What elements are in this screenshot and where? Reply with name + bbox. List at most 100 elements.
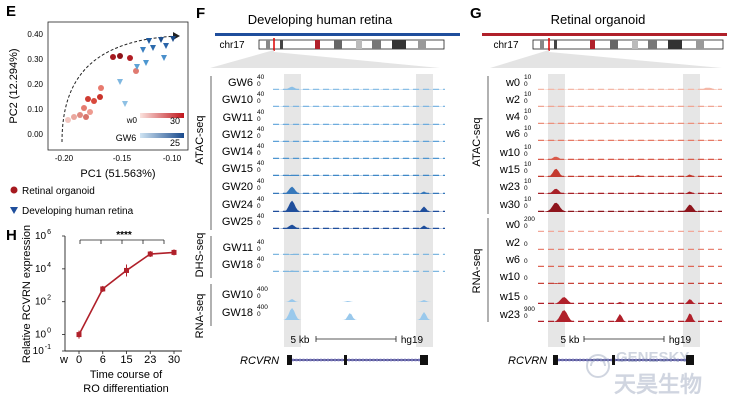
panel-f-scale: 5 kb hg19	[291, 335, 424, 346]
band	[648, 40, 657, 49]
panel-label-f: F	[196, 5, 205, 22]
track-signal	[273, 299, 445, 302]
panel-f-title: Developing human retina	[248, 12, 393, 27]
band	[334, 40, 342, 49]
track-scale-bottom: 0	[524, 258, 528, 265]
track-scale-bottom: 0	[524, 241, 528, 248]
track: GW20 400	[222, 178, 445, 194]
band	[266, 40, 270, 49]
retina-point	[161, 55, 167, 61]
band	[418, 40, 426, 49]
track-scale-bottom: 0	[524, 295, 528, 302]
track-label: GW18	[222, 259, 253, 271]
track-label: w2	[505, 94, 520, 106]
track-scale-top: 40	[257, 74, 265, 81]
track-signal	[273, 253, 445, 255]
h-x-tick-label: 6	[100, 354, 106, 366]
band	[392, 40, 406, 49]
track-scale-bottom: 0	[524, 185, 528, 192]
track-label: GW11	[223, 242, 253, 254]
y-tick-4: 0.40	[27, 30, 43, 39]
track-scale-top: 10	[524, 74, 532, 81]
band	[696, 40, 704, 49]
track: GW24 400	[222, 196, 445, 212]
retina-point	[143, 60, 149, 66]
h-data-point	[76, 332, 82, 338]
band	[554, 40, 557, 49]
h-y-tick-label: 100	[35, 328, 51, 341]
panel-g-gene-label: RCVRN	[508, 355, 547, 367]
colorbar-blue-high: 25	[170, 138, 180, 148]
track-label: GW18	[222, 307, 253, 319]
y-tick-0: 0.00	[27, 130, 43, 139]
colorbar-red	[140, 113, 184, 118]
track-label: GW11	[223, 112, 253, 124]
x-tick-0: -0.20	[55, 154, 74, 163]
track-scale-top: 10	[524, 178, 532, 185]
chromosome-ideogram	[258, 39, 445, 50]
track: w4 100	[505, 108, 722, 125]
track: GW25 400	[222, 213, 445, 229]
track-scale-bottom: 0	[257, 167, 261, 174]
h-data-point	[171, 249, 177, 255]
legend-organoid-marker	[10, 186, 18, 194]
track-signal	[273, 86, 445, 90]
track-signal	[538, 283, 722, 284]
panel-g-scale-text: 5 kb	[561, 335, 580, 346]
track-label: w15	[499, 164, 520, 176]
panel-f-gene-label: RCVRN	[240, 355, 279, 367]
track-scale-bottom: 0	[524, 223, 528, 230]
h-x-prefix: w	[59, 354, 68, 366]
track-scale-top: 400	[257, 304, 268, 311]
legend-retina-marker	[10, 207, 18, 214]
track-scale-top: 400	[257, 286, 268, 293]
track-label: GW15	[222, 163, 253, 175]
track-scale-bottom: 0	[257, 220, 261, 227]
track: GW6 400	[228, 74, 445, 91]
track: w0 100	[505, 74, 722, 91]
retina-point	[146, 38, 152, 44]
track-label: w30	[499, 199, 520, 211]
track-signal	[273, 270, 445, 272]
h-y-tick-label: 104	[35, 262, 51, 275]
track-scale-bottom: 0	[524, 115, 528, 122]
track-scale-top: 40	[257, 256, 265, 263]
track-scale-top: 40	[257, 126, 265, 133]
track-scale-bottom: 0	[257, 116, 261, 123]
retina-point	[122, 101, 128, 107]
track-label: GW10	[222, 94, 253, 106]
track-scale-bottom: 0	[257, 293, 261, 300]
track-scale-bottom: 0	[524, 151, 528, 158]
track-scale-top: 40	[257, 143, 265, 150]
track-label: w15	[499, 291, 520, 303]
track-scale-bottom: 0	[257, 133, 261, 140]
organoid-point	[127, 55, 133, 61]
band	[372, 40, 381, 49]
track: GW14 400	[222, 143, 445, 159]
track: w30 100	[499, 196, 722, 212]
track-label: w6	[505, 254, 520, 266]
track-scale-bottom: 0	[257, 98, 261, 105]
h-y-tick-exponent: -1	[45, 344, 51, 351]
organoid-point	[85, 96, 91, 102]
h-y-tick-exponent: 0	[47, 328, 51, 335]
retina-points	[117, 36, 176, 107]
organoid-point	[117, 53, 123, 59]
zoom-funnel	[210, 50, 440, 68]
panel-f-scale-text: 5 kb	[291, 335, 310, 346]
pca-plot: 0.00 0.10 0.20 0.30 0.40 -0.20 -0.15 -0.…	[8, 21, 189, 180]
y-tick-1: 0.10	[27, 105, 43, 114]
track: w2 100	[505, 91, 722, 108]
organoid-point	[71, 114, 77, 120]
colorbar-red-high: 30	[170, 116, 180, 126]
organoid-point	[91, 98, 97, 104]
h-x-tick-label: 15	[120, 354, 132, 366]
y-tick-3: 0.30	[27, 55, 43, 64]
pca-axes-box	[47, 21, 189, 151]
track-scale-top: 40	[257, 109, 265, 116]
band	[280, 40, 283, 49]
panel-g-atac-label: ATAC-seq	[471, 117, 483, 166]
organoid-point	[133, 68, 139, 74]
